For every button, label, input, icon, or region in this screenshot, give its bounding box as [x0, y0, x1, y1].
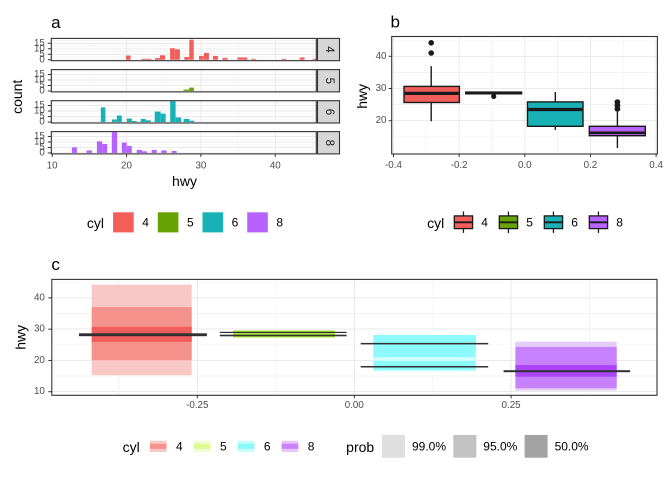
svg-text:4: 4: [176, 439, 183, 453]
svg-text:99.0%: 99.0%: [412, 439, 446, 453]
svg-text:5: 5: [39, 80, 44, 91]
svg-text:6: 6: [264, 439, 271, 453]
svg-text:hwy: hwy: [354, 84, 370, 109]
svg-text:a: a: [51, 13, 61, 32]
svg-text:hwy: hwy: [172, 173, 197, 189]
svg-text:30: 30: [376, 83, 387, 94]
svg-text:5: 5: [187, 215, 194, 229]
svg-text:4: 4: [323, 46, 335, 53]
svg-text:8: 8: [323, 140, 335, 146]
svg-text:0.25: 0.25: [502, 400, 522, 411]
svg-text:hwy: hwy: [12, 325, 28, 350]
svg-text:0: 0: [39, 54, 45, 65]
svg-text:b: b: [390, 12, 399, 31]
svg-text:0: 0: [39, 117, 45, 128]
svg-text:5: 5: [39, 111, 44, 122]
svg-text:0: 0: [39, 85, 45, 96]
svg-text:30: 30: [195, 161, 206, 172]
svg-text:5: 5: [220, 439, 227, 453]
svg-text:0: 0: [39, 147, 45, 158]
svg-text:20: 20: [121, 161, 132, 172]
svg-text:10: 10: [34, 74, 45, 85]
svg-text:8: 8: [276, 215, 283, 229]
svg-text:10: 10: [34, 43, 45, 54]
svg-text:5: 5: [323, 78, 335, 84]
svg-text:prob: prob: [346, 439, 374, 455]
svg-text:cyl: cyl: [87, 215, 104, 231]
svg-text:15: 15: [34, 100, 45, 111]
svg-text:0.2: 0.2: [584, 160, 598, 171]
svg-text:6: 6: [323, 109, 335, 115]
svg-text:8: 8: [308, 439, 315, 453]
svg-text:15: 15: [34, 69, 45, 80]
svg-text:10: 10: [34, 106, 45, 117]
svg-text:-0.4: -0.4: [385, 160, 402, 171]
svg-text:6: 6: [232, 215, 239, 229]
svg-text:c: c: [51, 255, 60, 274]
svg-text:40: 40: [270, 161, 281, 172]
svg-text:40: 40: [376, 51, 387, 62]
svg-text:15: 15: [34, 38, 45, 49]
svg-text:20: 20: [34, 355, 45, 366]
svg-text:10: 10: [47, 161, 58, 172]
svg-text:4: 4: [142, 215, 149, 229]
svg-text:20: 20: [376, 115, 387, 126]
svg-text:5: 5: [39, 142, 44, 153]
svg-text:30: 30: [34, 324, 45, 335]
svg-text:-0.25: -0.25: [186, 400, 209, 411]
svg-text:-0.2: -0.2: [451, 160, 468, 171]
svg-text:0.0: 0.0: [518, 160, 532, 171]
svg-text:5: 5: [526, 215, 533, 229]
svg-text:4: 4: [481, 215, 488, 229]
svg-text:40: 40: [34, 292, 45, 303]
svg-text:cyl: cyl: [123, 439, 140, 455]
svg-text:count: count: [9, 80, 25, 114]
svg-text:8: 8: [616, 215, 623, 229]
svg-text:10: 10: [34, 136, 45, 147]
svg-text:cyl: cyl: [427, 215, 444, 231]
svg-text:15: 15: [34, 131, 45, 142]
svg-text:6: 6: [571, 215, 578, 229]
svg-text:0.00: 0.00: [345, 400, 365, 411]
svg-text:5: 5: [39, 49, 44, 60]
svg-text:0.4: 0.4: [649, 160, 663, 171]
svg-text:10: 10: [34, 386, 45, 397]
svg-text:95.0%: 95.0%: [483, 439, 517, 453]
svg-text:50.0%: 50.0%: [555, 439, 589, 453]
